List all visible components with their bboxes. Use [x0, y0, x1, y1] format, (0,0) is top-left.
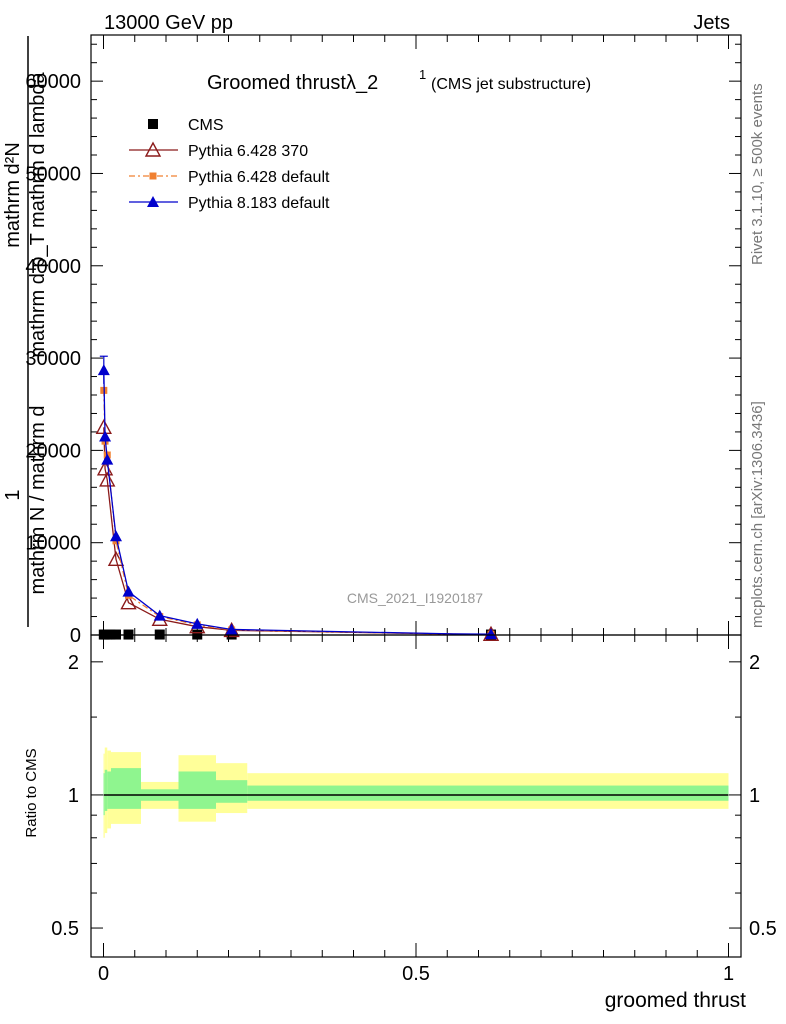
- main-plot: 0 10000 20000 30000 40000 50000 60000 Groomed t…: [25, 34, 742, 647]
- ratio-green-band-0: [103, 773, 105, 816]
- data-point-3-9: [485, 628, 497, 640]
- ratio-plot: 0 0.5 1 0.5 0.5 1 1 2 2: [51, 634, 777, 985]
- ratio-green-band-2: [107, 771, 111, 809]
- data-point-1-2: [99, 471, 116, 487]
- y-tick-label: 30000: [25, 348, 81, 370]
- chart-title-superscript: 1: [419, 67, 426, 82]
- legend-label-3: Pythia 8.183 default: [188, 195, 330, 212]
- series-line-3: [103, 370, 492, 635]
- data-point-3-5: [153, 609, 166, 621]
- y-tick-label: 10000: [25, 533, 81, 555]
- y-tick-label: 0: [70, 625, 81, 647]
- ylabel-one: 1: [2, 489, 24, 500]
- legend-marker-3: [147, 196, 159, 207]
- y-tick-label: 20000: [25, 440, 81, 462]
- rivet-label: Rivet 3.1.10, ≥ 500k events: [749, 83, 766, 265]
- legend-label-2: Pythia 6.428 default: [188, 169, 330, 186]
- ratio-tick-label-right: 1: [749, 785, 760, 807]
- ylabel-prefix: mathrm N / mathrm d: [27, 406, 49, 595]
- analysis-watermark: CMS_2021_I1920187: [347, 590, 483, 606]
- ratio-green-band-3: [111, 768, 141, 809]
- data-point-3-3: [110, 530, 122, 542]
- y-axis-label: 1 mathrm d²N mathrm N / mathrm d mathrm …: [2, 36, 49, 627]
- ratio-green-band-7: [247, 785, 729, 801]
- ratio-axis-label: Ratio to CMS: [23, 748, 40, 837]
- header-right: Jets: [693, 12, 730, 34]
- data-point-1-4: [120, 594, 137, 610]
- ratio-tick-label-right: 2: [749, 652, 760, 674]
- data-point-3-2: [101, 453, 114, 465]
- ratio-green-band-6: [216, 780, 248, 803]
- data-point-3-6: [191, 617, 204, 629]
- y-tick-label: 40000: [25, 256, 81, 278]
- x-tick-label: 1: [723, 963, 734, 985]
- data-point-3-4: [122, 585, 135, 597]
- ratio-tick-label-right: 0.5: [749, 918, 777, 940]
- y-tick-label: 60000: [25, 71, 81, 93]
- legend-label-1: Pythia 6.428 370: [188, 143, 308, 160]
- ratio-tick-label: 0.5: [51, 918, 79, 940]
- data-point-3-1: [99, 430, 112, 442]
- ratio-tick-label: 2: [68, 652, 79, 674]
- header-left: 13000 GeV pp: [104, 12, 233, 34]
- legend-marker-2: [149, 172, 157, 180]
- x-tick-label: 0.5: [402, 963, 430, 985]
- ratio-green-band-5: [178, 771, 216, 809]
- ylabel-denominator: mathrm d p_T mathrm d lambda: [27, 71, 49, 357]
- ylabel-numerator: mathrm d²N: [2, 142, 24, 248]
- legend-marker-0: [148, 119, 158, 129]
- data-point-3-7: [225, 623, 238, 635]
- legend-label-0: CMS: [188, 117, 224, 134]
- x-axis-label: groomed thrust: [605, 989, 746, 1012]
- x-tick-label: 0: [98, 963, 109, 985]
- ratio-green-band-1: [104, 769, 108, 811]
- chart-subtitle: (CMS jet substructure): [431, 76, 591, 93]
- chart-title: Groomed thrustλ_2: [207, 72, 378, 94]
- legend-marker-1: [144, 141, 162, 157]
- y-tick-label: 50000: [25, 163, 81, 185]
- mcplots-label: mcplots.cern.ch [arXiv:1306.3436]: [749, 401, 766, 628]
- ratio-tick-label: 1: [68, 785, 79, 807]
